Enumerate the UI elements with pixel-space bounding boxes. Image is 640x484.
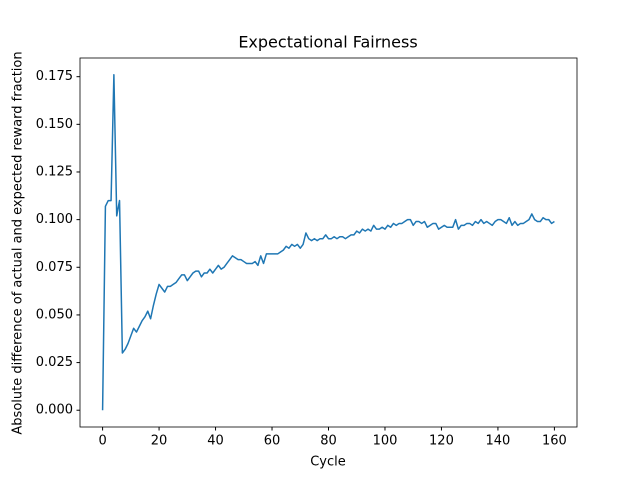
x-tick-label: 160 xyxy=(542,434,567,449)
y-tick-label: 0.150 xyxy=(36,117,73,132)
y-tick-label: 0.125 xyxy=(36,164,73,179)
x-tick-label: 0 xyxy=(98,434,106,449)
plot-frame xyxy=(79,57,578,428)
x-tick-label: 20 xyxy=(151,434,168,449)
x-axis-label: Cycle xyxy=(310,455,346,470)
line-series xyxy=(101,74,555,411)
y-tick-label: 0.050 xyxy=(36,307,73,322)
y-tick-label: 0.075 xyxy=(36,260,73,275)
y-tick-label: 0.100 xyxy=(36,212,73,227)
x-tick-label: 100 xyxy=(373,434,398,449)
y-tick-label: 0.000 xyxy=(36,403,73,418)
y-axis-label: Absolute difference of actual and expect… xyxy=(11,51,26,434)
y-tick-label: 0.175 xyxy=(36,69,73,84)
x-tick-label: 40 xyxy=(207,434,224,449)
x-tick-label: 140 xyxy=(486,434,511,449)
y-tick-label: 0.025 xyxy=(36,355,73,370)
x-tick-label: 80 xyxy=(320,434,337,449)
x-tick-label: 60 xyxy=(264,434,281,449)
x-tick-label: 120 xyxy=(429,434,454,449)
chart-title: Expectational Fairness xyxy=(238,33,417,52)
